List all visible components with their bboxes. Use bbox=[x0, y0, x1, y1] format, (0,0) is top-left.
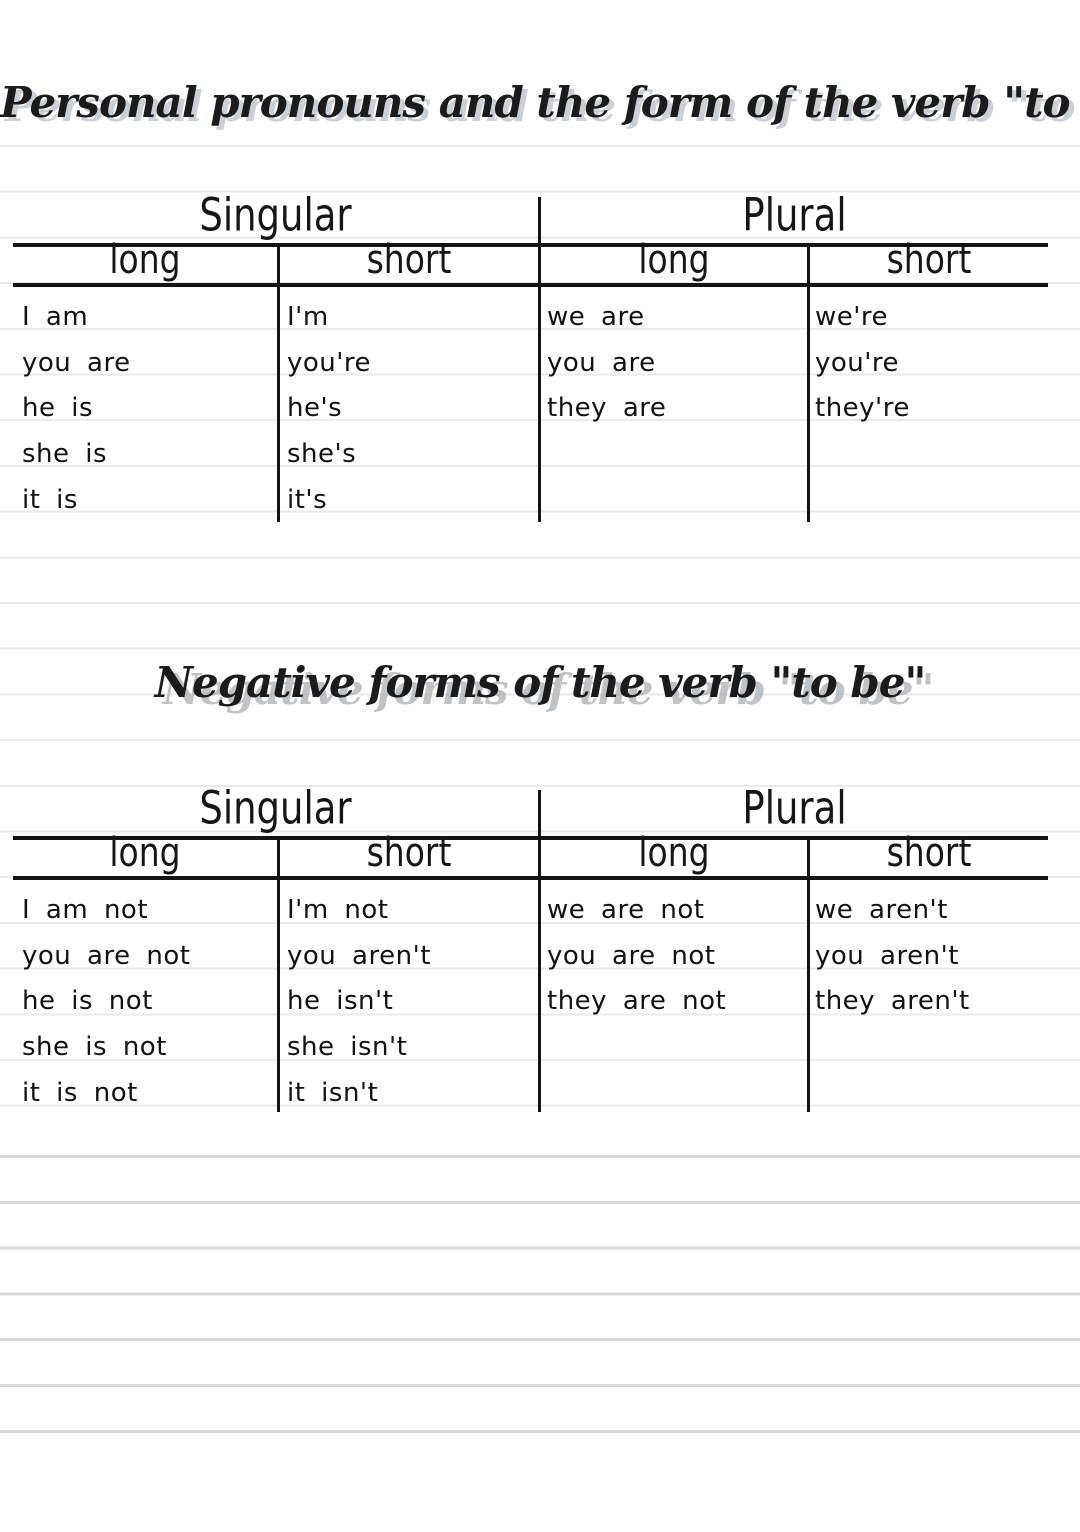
table-cell: he is not bbox=[22, 986, 153, 1017]
group-header-singular: Singular bbox=[199, 189, 352, 242]
table-cell: we are not bbox=[547, 895, 705, 925]
column-plural-long: we are not you are not they are not bbox=[547, 880, 726, 1025]
table-cell: we aren't bbox=[815, 895, 948, 925]
table-header-line bbox=[13, 283, 1048, 287]
table-header-line bbox=[13, 836, 1048, 840]
page-title-negative-forms: Negative forms of the verb "to be" bbox=[154, 658, 927, 707]
table-cell: she is bbox=[22, 439, 108, 470]
column-plural-short: we aren't you aren't they aren't bbox=[815, 880, 970, 1025]
ruled-lines-lower bbox=[0, 1155, 1080, 1436]
table-header-line bbox=[13, 243, 1048, 247]
table-divider-plural bbox=[807, 243, 810, 522]
column-header-long: long bbox=[109, 828, 181, 876]
table-cell: they are bbox=[547, 393, 667, 424]
column-header-row: long short long short bbox=[0, 828, 1080, 876]
column-plural-short: we're you're they're bbox=[815, 287, 910, 432]
table-cell: you're bbox=[287, 347, 372, 378]
table-header-line bbox=[13, 876, 1048, 880]
table-cell: you are bbox=[22, 347, 131, 378]
column-header-short: short bbox=[366, 235, 452, 283]
negative-forms-table: Singular Plural long short long short I … bbox=[0, 782, 1080, 1112]
table-cell: they aren't bbox=[815, 986, 970, 1017]
column-header-long: long bbox=[109, 235, 181, 283]
column-singular-short: I'm you're he's she's it's bbox=[287, 287, 371, 523]
table-divider-singular bbox=[277, 243, 280, 522]
table-cell: they are not bbox=[547, 986, 727, 1017]
page-title-pronouns: Personal pronouns and the form of the ve… bbox=[0, 78, 1080, 127]
column-header-short: short bbox=[366, 828, 452, 876]
table-cell: he isn't bbox=[287, 986, 394, 1017]
table-divider-center bbox=[538, 197, 541, 522]
table-cell: he's bbox=[287, 393, 343, 424]
table-divider-plural bbox=[807, 836, 810, 1112]
table-cell: he is bbox=[22, 393, 94, 424]
column-header-row: long short long short bbox=[0, 235, 1080, 283]
table-cell: you are not bbox=[547, 940, 716, 971]
table-cell: she isn't bbox=[287, 1032, 408, 1063]
table-cell: I am not bbox=[22, 895, 149, 925]
group-header-plural: Plural bbox=[742, 189, 847, 242]
table-cell: they're bbox=[815, 393, 910, 424]
group-header-row: Singular Plural bbox=[0, 782, 1080, 836]
group-header-plural: Plural bbox=[742, 782, 847, 835]
group-header-singular: Singular bbox=[199, 782, 352, 835]
table-cell: she is not bbox=[22, 1032, 167, 1063]
column-singular-long: I am not you are not he is not she is no… bbox=[22, 880, 190, 1116]
table-cell: I am bbox=[22, 302, 89, 332]
table-divider-singular bbox=[277, 836, 280, 1112]
table-cell: we're bbox=[815, 302, 889, 332]
group-header-row: Singular Plural bbox=[0, 189, 1080, 243]
column-header-long: long bbox=[638, 828, 710, 876]
column-plural-long: we are you are they are bbox=[547, 287, 666, 432]
table-cell: you are bbox=[547, 347, 656, 378]
table-divider-center bbox=[538, 790, 541, 1112]
column-singular-long: I am you are he is she is it is bbox=[22, 287, 131, 523]
column-header-short: short bbox=[886, 235, 972, 283]
table-cell: it is bbox=[22, 484, 78, 515]
table-cell: I'm bbox=[287, 302, 329, 332]
table-cell: we are bbox=[547, 302, 645, 332]
table-cell: she's bbox=[287, 439, 357, 470]
table-cell: you aren't bbox=[815, 940, 959, 971]
pronouns-table: Singular Plural long short long short I … bbox=[0, 189, 1080, 523]
column-header-long: long bbox=[638, 235, 710, 283]
column-singular-short: I'm not you aren't he isn't she isn't it… bbox=[287, 880, 431, 1116]
table-cell: it's bbox=[287, 484, 328, 515]
table-cell: I'm not bbox=[287, 895, 389, 925]
table-cell: you aren't bbox=[287, 940, 431, 971]
column-header-short: short bbox=[886, 828, 972, 876]
table-cell: you're bbox=[815, 347, 900, 378]
table-cell: you are not bbox=[22, 940, 191, 971]
table-cell: it isn't bbox=[287, 1077, 379, 1108]
table-cell: it is not bbox=[22, 1077, 138, 1108]
